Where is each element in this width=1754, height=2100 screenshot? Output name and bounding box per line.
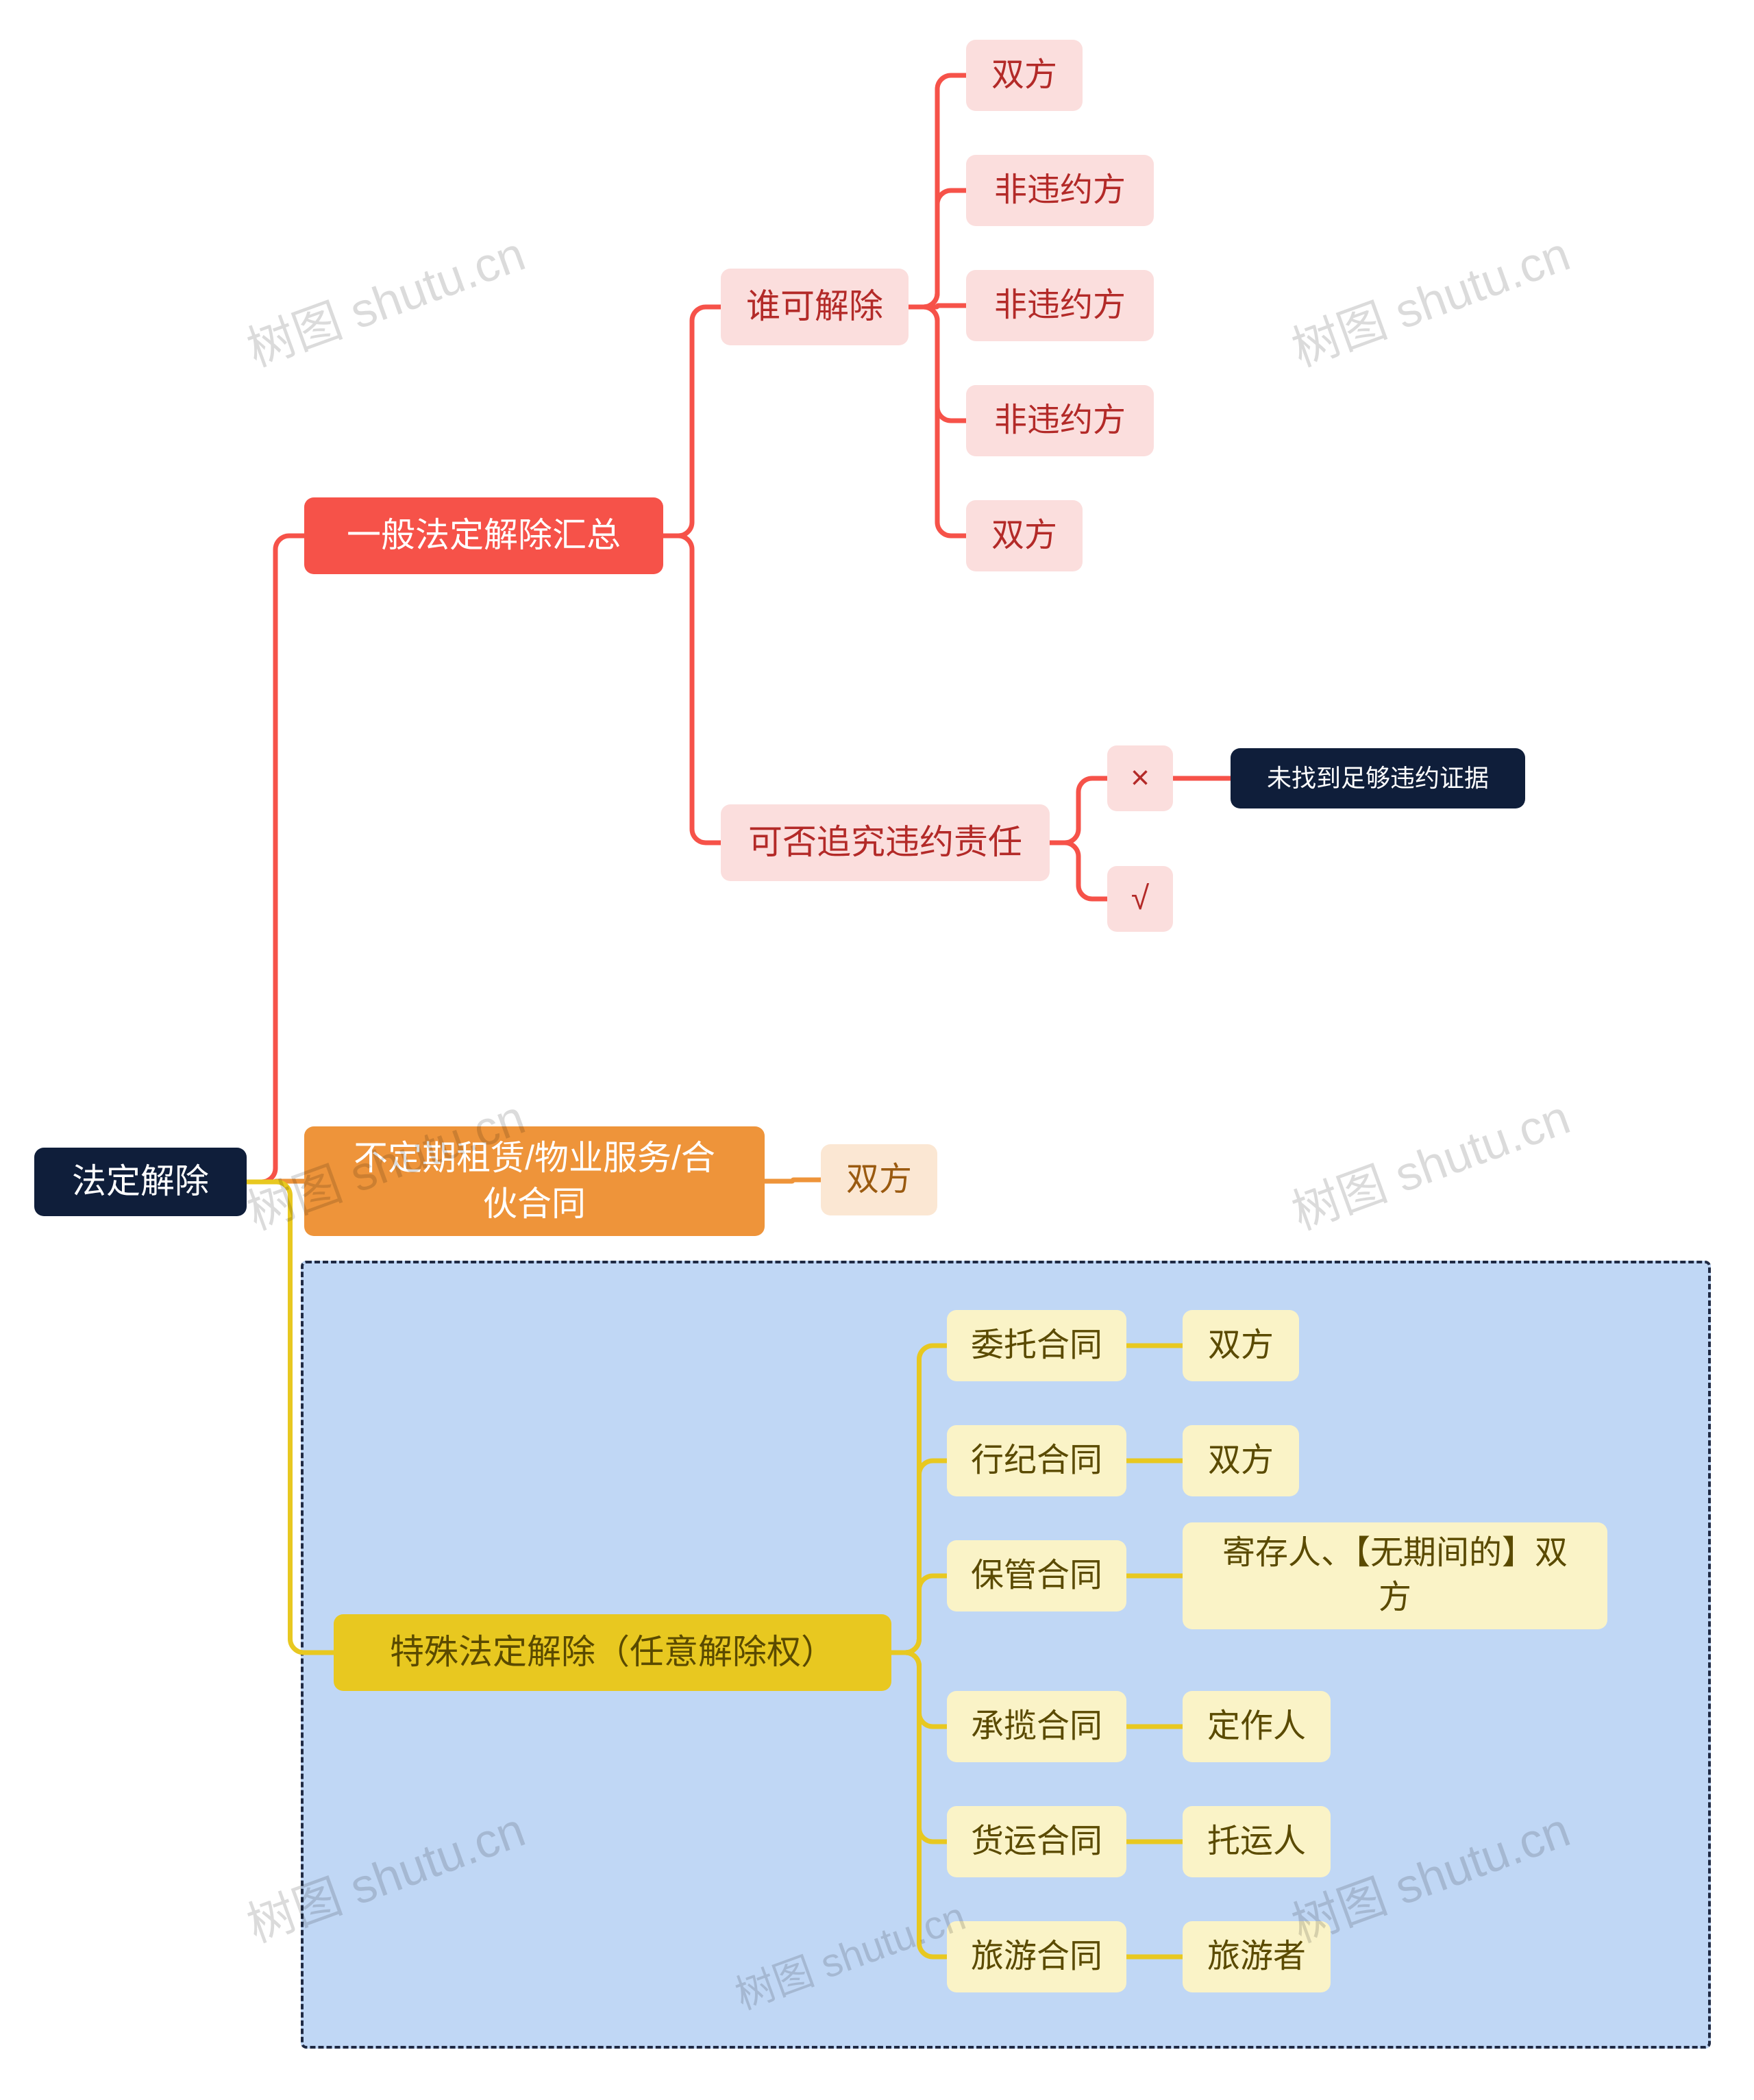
node-label: 货运合同 — [971, 1820, 1102, 1864]
node-b3[interactable]: 特殊法定解除（任意解除权） — [334, 1614, 891, 1691]
node-label: 双方 — [1208, 1439, 1274, 1483]
watermark: 树图 shutu.cn — [1281, 216, 1578, 380]
edge-b1c1-b1c1d — [909, 307, 966, 421]
edge-b1c1-b1c1c — [909, 306, 966, 307]
node-label: 双方 — [1208, 1324, 1274, 1368]
edge-b1c2-b1c2a — [1050, 778, 1107, 843]
node-b2[interactable]: 不定期租赁/物业服务/合 伙合同 — [304, 1126, 765, 1236]
node-b1c1e[interactable]: 双方 — [966, 500, 1083, 571]
node-label: 托运人 — [1207, 1820, 1306, 1864]
node-b1c2[interactable]: 可否追究违约责任 — [721, 804, 1050, 881]
edge-b1-b1c1 — [663, 307, 721, 536]
node-label: 可否追究违约责任 — [748, 819, 1022, 866]
node-label: 委托合同 — [971, 1324, 1102, 1368]
node-label: 一般法定解除汇总 — [347, 512, 621, 559]
node-b2c1[interactable]: 双方 — [821, 1144, 937, 1215]
node-b3c2a[interactable]: 双方 — [1183, 1425, 1299, 1496]
edge-b2-b2c1 — [765, 1180, 821, 1181]
edge-b1c2-b1c2b — [1050, 843, 1107, 899]
node-b1c2a[interactable]: × — [1107, 745, 1173, 811]
node-b1c1b[interactable]: 非违约方 — [966, 155, 1154, 226]
node-b3c6a[interactable]: 旅游者 — [1183, 1921, 1331, 1992]
node-b3c1a[interactable]: 双方 — [1183, 1310, 1299, 1381]
node-label: 特殊法定解除（任意解除权） — [390, 1629, 835, 1676]
node-b1c2a1[interactable]: 未找到足够违约证据 — [1231, 748, 1525, 808]
node-label: 不定期租赁/物业服务/合 伙合同 — [354, 1135, 715, 1228]
watermark: 树图 shutu.cn — [1281, 1079, 1578, 1244]
node-b3c5[interactable]: 货运合同 — [947, 1806, 1126, 1877]
node-b3c4[interactable]: 承揽合同 — [947, 1691, 1126, 1762]
node-label: 双方 — [846, 1158, 912, 1202]
node-b3c3a[interactable]: 寄存人、【无期间的】双 方 — [1183, 1522, 1607, 1629]
node-label: × — [1131, 756, 1150, 801]
node-label: 保管合同 — [971, 1554, 1102, 1598]
mindmap-canvas: 法定解除 一般法定解除汇总不定期租赁/物业服务/合 伙合同特殊法定解除（任意解除权… — [0, 0, 1754, 2100]
edge-b1-b1c2 — [663, 536, 721, 843]
node-label: 定作人 — [1207, 1705, 1306, 1749]
edge-b1c1-b1c1b — [909, 190, 966, 307]
node-label: 双方 — [991, 53, 1057, 98]
node-b3c1[interactable]: 委托合同 — [947, 1310, 1126, 1381]
node-b3c4a[interactable]: 定作人 — [1183, 1691, 1331, 1762]
node-root[interactable]: 法定解除 — [34, 1148, 247, 1216]
watermark: 树图 shutu.cn — [236, 216, 533, 380]
node-label: 旅游合同 — [971, 1935, 1102, 1979]
node-label: 旅游者 — [1207, 1935, 1306, 1979]
node-label: 非违约方 — [994, 169, 1126, 213]
node-b3c6[interactable]: 旅游合同 — [947, 1921, 1126, 1992]
node-label: 谁可解除 — [746, 284, 883, 330]
node-label: 法定解除 — [72, 1159, 209, 1205]
node-label: √ — [1131, 877, 1149, 922]
edge-root-b1 — [247, 536, 304, 1182]
node-label: 行纪合同 — [971, 1439, 1102, 1483]
node-b1c2b[interactable]: √ — [1107, 866, 1173, 932]
node-b1c1d[interactable]: 非违约方 — [966, 385, 1154, 456]
node-b3c2[interactable]: 行纪合同 — [947, 1425, 1126, 1496]
node-label: 非违约方 — [994, 399, 1126, 443]
edge-b1c1-b1c1e — [909, 307, 966, 536]
node-b1c1a[interactable]: 双方 — [966, 40, 1083, 111]
node-b1c1c[interactable]: 非违约方 — [966, 270, 1154, 341]
node-label: 双方 — [991, 514, 1057, 558]
node-b1[interactable]: 一般法定解除汇总 — [304, 497, 663, 574]
node-b1c1[interactable]: 谁可解除 — [721, 269, 909, 345]
edge-b1c1-b1c1a — [909, 75, 966, 307]
edge-root-b2 — [247, 1181, 304, 1182]
node-label: 承揽合同 — [971, 1705, 1102, 1749]
node-b3c3[interactable]: 保管合同 — [947, 1540, 1126, 1611]
node-label: 未找到足够违约证据 — [1267, 762, 1489, 795]
node-b3c5a[interactable]: 托运人 — [1183, 1806, 1331, 1877]
node-label: 非违约方 — [994, 284, 1126, 328]
node-label: 寄存人、【无期间的】双 方 — [1222, 1531, 1568, 1620]
